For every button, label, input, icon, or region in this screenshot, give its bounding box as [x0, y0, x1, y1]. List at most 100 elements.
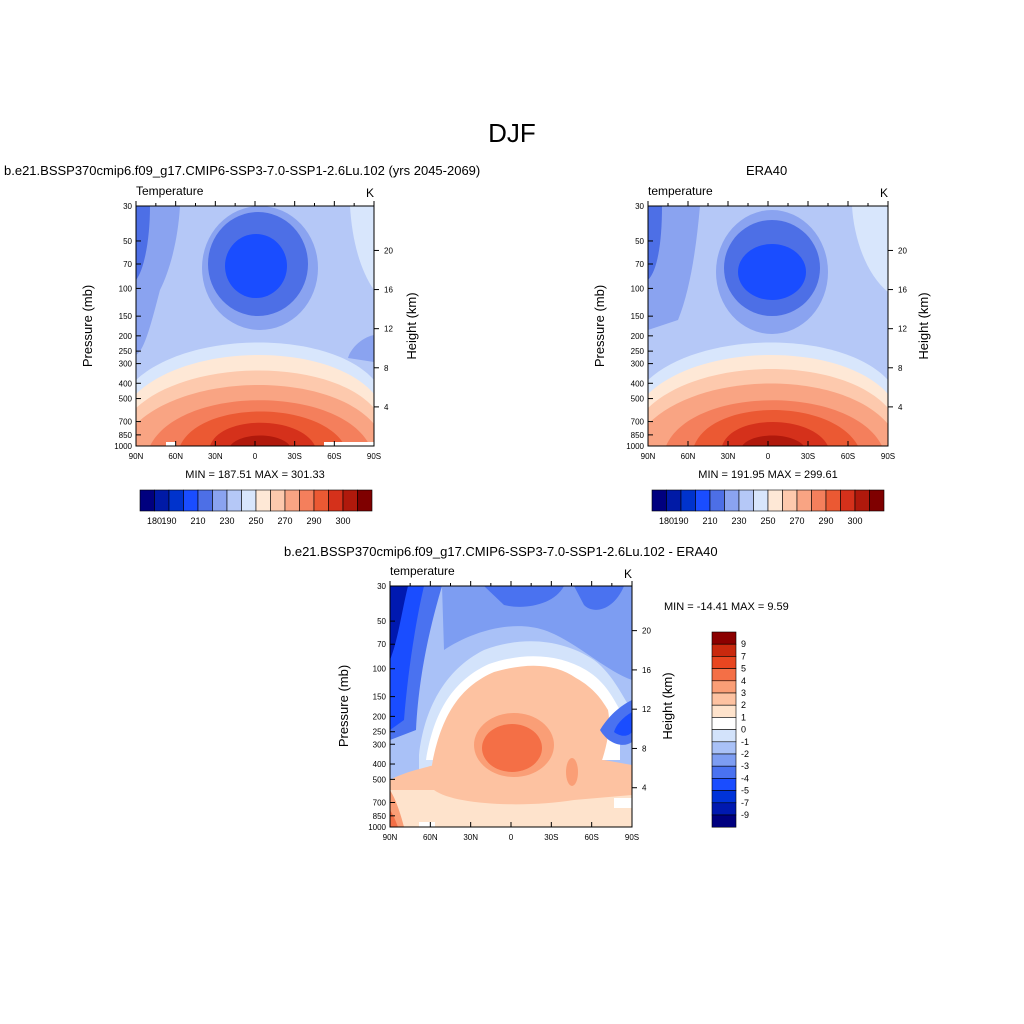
panel3-ylabel: Pressure (mb): [336, 665, 351, 747]
panel2-y2tick-label: 20: [898, 246, 907, 255]
panel2-ytick-label: 700: [631, 418, 645, 427]
panel1-y2tick-label: 16: [384, 286, 393, 295]
panel3-xtick-label: 60S: [585, 833, 599, 842]
panel3-ytick-label: 700: [373, 798, 387, 807]
panel3-y2label: Height (km): [660, 672, 675, 739]
panel1-y2tick-label: 20: [384, 246, 393, 255]
panel1-xtick-label: 60S: [327, 452, 341, 461]
panel3-y2tick-label: 16: [642, 666, 651, 675]
panel3-axes: 305070100150200250300400500700850100090N…: [368, 581, 651, 842]
panel2-y2tick-label: 12: [898, 325, 907, 334]
panel2-ytick-label: 250: [631, 347, 645, 356]
panel3-title: b.e21.BSSP370cmip6.f09_g17.CMIP6-SSP3-7.…: [284, 544, 718, 559]
panel3-units: K: [624, 567, 632, 581]
panel1-ytick-label: 150: [119, 312, 133, 321]
panel3-xtick-label: 30S: [544, 833, 558, 842]
panel2-y2tick-label: 16: [898, 286, 907, 295]
panel2-colorbar-label: 230: [731, 516, 746, 526]
panel1-colorbar-box: [299, 489, 315, 512]
panel1-colorbar-box: [241, 489, 257, 512]
panel1-colorbar-label: 290: [306, 516, 321, 526]
panel2-ytick-label: 850: [631, 431, 645, 440]
panel1-colorbar-label: 230: [219, 516, 234, 526]
panel2-colorbar-box: [782, 489, 798, 512]
panel3-colorbar-box: [711, 680, 737, 694]
panel3-colorbar-box: [711, 778, 737, 791]
panel2-ytick-label: 400: [631, 379, 645, 388]
panel3-chart: 305070100150200250300400500700850100090N…: [336, 564, 675, 842]
panel2-colorbar-label: 290: [818, 516, 833, 526]
panel1-xtick-label: 30N: [208, 452, 223, 461]
panel1-colorbar-box: [168, 489, 184, 512]
panel2-colorbar-label: 250: [760, 516, 775, 526]
panel1-colorbar-box: [154, 489, 170, 512]
panel2-colorbar-label: 210: [702, 516, 717, 526]
panel1-colorbar-label: 300: [335, 516, 350, 526]
panel1-chart: 305070100150200250300400500700850100090N…: [80, 184, 419, 481]
panel3-colorbar-label: 3: [741, 688, 746, 698]
panel3-colorbar-label: -2: [741, 749, 749, 759]
panel3-xtick-label: 30N: [463, 833, 478, 842]
panel3-colorbar-label: 4: [741, 676, 746, 686]
panel2-ytick-label: 100: [631, 284, 645, 293]
panel2-y2tick-label: 8: [898, 364, 903, 373]
panel3-ytick-label: 300: [373, 740, 387, 749]
panel1-colorbar-box: [197, 489, 213, 512]
panel3-xtick-label: 90S: [625, 833, 639, 842]
panel3-colorbar-box: [711, 692, 737, 706]
panel3-ytick-label: 30: [377, 582, 386, 591]
panel1-title: b.e21.BSSP370cmip6.f09_g17.CMIP6-SSP3-7.…: [4, 163, 481, 178]
panel3-colorbar-label: -9: [741, 810, 749, 820]
panel1-xtick-label: 60N: [168, 452, 183, 461]
panel2-colorbar-box: [825, 489, 841, 512]
panel3-y2tick-label: 4: [642, 784, 647, 793]
panel3-ytick-label: 100: [373, 665, 387, 674]
panel3-ytick-label: 150: [373, 693, 387, 702]
panel2-colorbar-box: [724, 489, 740, 512]
panel2-chart: 305070100150200250300400500700850100090N…: [592, 184, 931, 481]
panel2-ytick-label: 300: [631, 360, 645, 369]
panel2-colorbar-box: [854, 489, 870, 512]
panel3-ytick-label: 70: [377, 640, 386, 649]
panel1-y2tick-label: 4: [384, 403, 389, 412]
panel1-axes: 305070100150200250300400500700850100090N…: [114, 201, 393, 461]
panel1-ytick-label: 850: [119, 431, 133, 440]
panel3-colorbar-label: -3: [741, 761, 749, 771]
panel1-colorbar-box: [270, 489, 286, 512]
panel2-colorbar-box: [680, 489, 696, 512]
panel2-colorbar-box: [811, 489, 827, 512]
panel1-ytick-label: 700: [119, 418, 133, 427]
panel3-colorbar: 9 7 5 4 3 2 1 0 -1 -2 -3 -4 -5 -7 -9: [711, 631, 749, 828]
panel1-y2tick-label: 8: [384, 364, 389, 373]
panel2-xtick-label: 30N: [721, 452, 736, 461]
panel3-colorbar-label: -5: [741, 786, 749, 796]
panel1-ytick-label: 250: [119, 347, 133, 356]
panel1-ytick-label: 30: [123, 202, 132, 211]
panel3-left-label: temperature: [390, 564, 455, 578]
panel2-colorbar-box: [666, 489, 682, 512]
panel1-colorbar-label: 180: [147, 516, 162, 526]
panel1-ytick-label: 1000: [114, 442, 132, 451]
panel2-colorbar-box: [767, 489, 783, 512]
panel2-colorbar-label: 190: [673, 516, 688, 526]
panel2-units: K: [880, 186, 888, 200]
panel1-ytick-label: 400: [119, 379, 133, 388]
panel2-xtick-label: 90S: [881, 452, 895, 461]
panel1-colorbar-label: 190: [161, 516, 176, 526]
panel1-left-label: Temperature: [136, 184, 204, 198]
panel3-ytick-label: 250: [373, 728, 387, 737]
panel1-colorbar-box: [357, 489, 373, 512]
panel1-colorbar-label: 210: [190, 516, 205, 526]
panel3-colorbar-box: [711, 668, 737, 682]
panel2-ylabel: Pressure (mb): [592, 285, 607, 367]
panel2-colorbar-box: [840, 489, 856, 512]
panel1-ytick-label: 200: [119, 332, 133, 341]
panel3-colorbar-box: [711, 741, 737, 755]
panel3-colorbar-box: [711, 656, 737, 669]
panel1-ytick-label: 100: [119, 284, 133, 293]
panel2-colorbar-box: [796, 489, 812, 512]
panel1-xtick-label: 0: [253, 452, 258, 461]
panel3-xtick-label: 0: [509, 833, 514, 842]
panel2-ytick-label: 200: [631, 332, 645, 341]
panel1-colorbar-box: [226, 489, 242, 512]
